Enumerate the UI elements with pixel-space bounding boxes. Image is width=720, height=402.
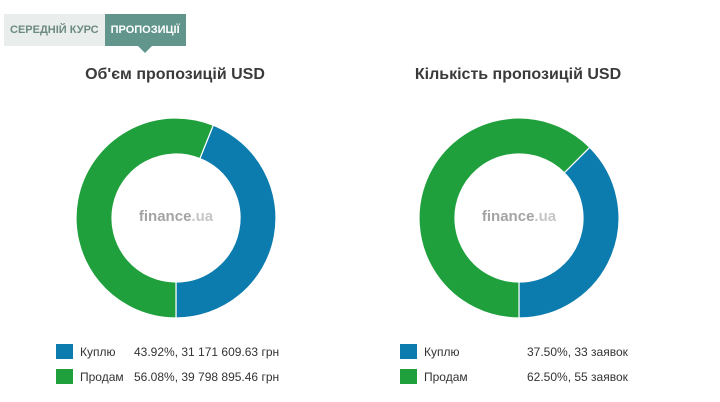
legend-item-buy: Куплю 37.50%, 33 заявок <box>400 343 710 368</box>
legend-volume: Куплю 43.92%, 31 171 609.63 грн Продам 5… <box>56 343 356 393</box>
legend-swatch-buy <box>56 344 73 359</box>
legend-value-sell: 62.50%, 55 заявок <box>527 370 628 384</box>
donut-slice-sell[interactable] <box>418 117 591 319</box>
legend-item-buy: Куплю 43.92%, 31 171 609.63 грн <box>56 343 356 368</box>
legend-count: Куплю 37.50%, 33 заявок Продам 62.50%, 5… <box>400 343 710 393</box>
legend-label-buy: Куплю <box>80 345 116 359</box>
tab-offers[interactable]: ПРОПОЗИЦІЇ <box>104 14 186 53</box>
watermark-finance-ua: finance.ua <box>482 208 557 225</box>
donut-slice-buy[interactable] <box>518 146 620 319</box>
chart-title-count: Кількість пропозицій USD <box>414 66 622 83</box>
legend-swatch-buy <box>400 344 417 359</box>
donut-slice-buy[interactable] <box>175 124 277 319</box>
legend-label-buy: Куплю <box>424 345 460 359</box>
legend-value-buy: 43.92%, 31 171 609.63 грн <box>134 345 280 359</box>
legend-item-sell: Продам 62.50%, 55 заявок <box>400 368 710 393</box>
view-tabs: СЕРЕДНІЙ КУРС ПРОПОЗИЦІЇ <box>4 14 186 53</box>
legend-swatch-sell <box>56 369 73 384</box>
donut-chart-count: finance.ua <box>418 117 620 319</box>
legend-item-sell: Продам 56.08%, 39 798 895.46 грн <box>56 368 356 393</box>
tab-average-rate[interactable]: СЕРЕДНІЙ КУРС <box>4 14 105 46</box>
donut-chart-volume: finance.ua <box>75 117 277 319</box>
legend-value-buy: 37.50%, 33 заявок <box>527 345 628 359</box>
legend-swatch-sell <box>400 369 417 384</box>
legend-label-sell: Продам <box>80 370 124 384</box>
legend-value-sell: 56.08%, 39 798 895.46 грн <box>134 370 280 384</box>
legend-label-sell: Продам <box>424 370 468 384</box>
donut-slice-sell[interactable] <box>75 117 215 319</box>
watermark-finance-ua: finance.ua <box>139 208 214 225</box>
chart-title-volume: Об'єм пропозицій USD <box>85 66 265 83</box>
